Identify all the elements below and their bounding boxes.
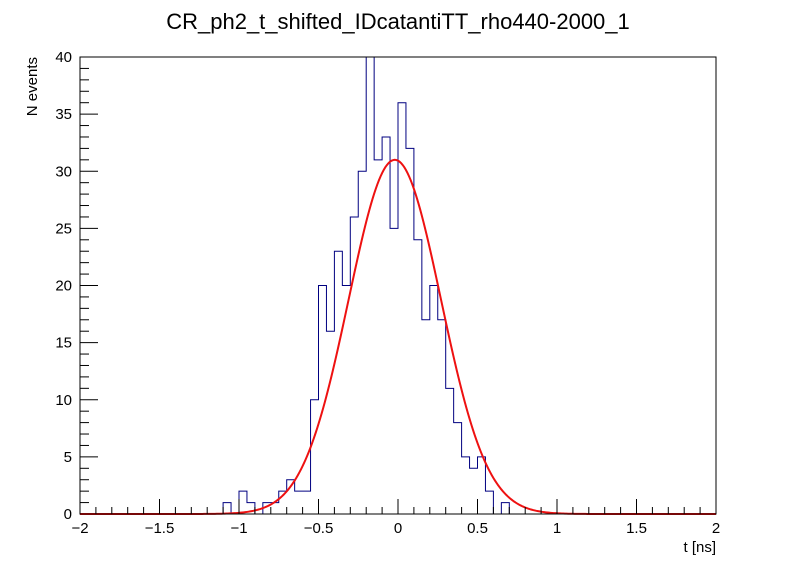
x-tick-label: 0 [394,520,402,537]
y-tick-label: 30 [55,163,72,180]
y-axis: 0 5 10 15 20 25 30 35 40 [55,49,98,523]
x-tick-label: −1.5 [145,520,175,537]
chart-title: CR_ph2_t_shifted_IDcatantiTT_rho440-2000… [166,9,630,34]
x-tick-label: 2 [712,520,720,537]
y-tick-label: 20 [55,278,72,295]
x-tick-label: −0.5 [304,520,334,537]
x-tick-label: −2 [71,520,88,537]
x-tick-label: −1 [230,520,247,537]
y-tick-label: 0 [64,506,72,523]
y-axis-title: N events [24,57,41,116]
x-axis: −2 −1.5 −1 −0.5 0 0.5 1 1.5 2 [71,499,720,537]
y-tick-label: 40 [55,49,72,66]
y-tick-label: 5 [64,449,72,466]
y-tick-label: 35 [55,106,72,123]
y-tick-label: 25 [55,220,72,237]
y-tick-label: 15 [55,335,72,352]
x-axis-title: t [ns] [683,539,716,556]
x-tick-label: 1.5 [626,520,647,537]
x-tick-label: 0.5 [467,520,488,537]
y-tick-label: 10 [55,392,72,409]
x-tick-label: 1 [553,520,561,537]
